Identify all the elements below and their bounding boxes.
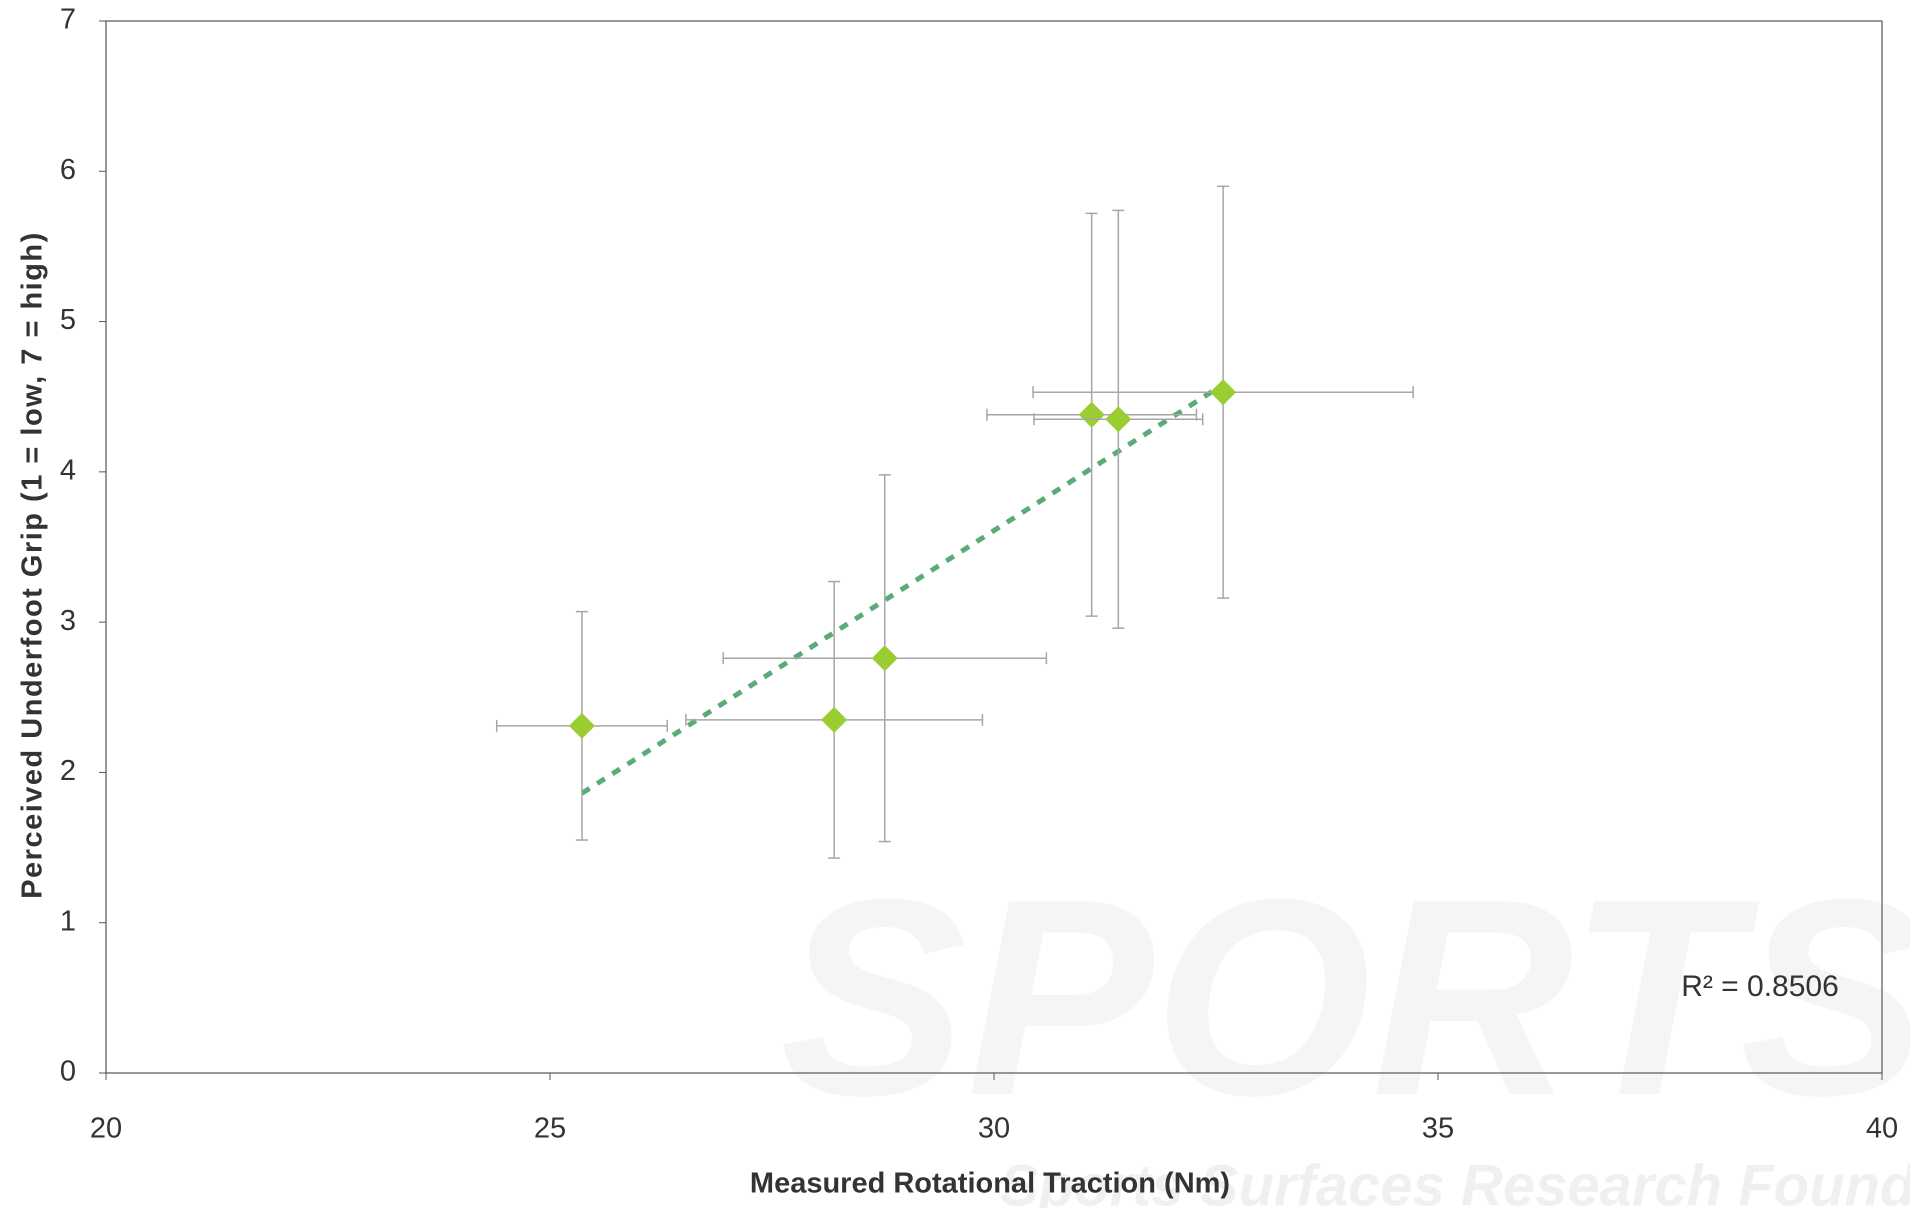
x-tick-label: 20 [90, 1113, 122, 1145]
point [1105, 406, 1131, 432]
chart: SPORTSURF Sports Surfaces Research Found… [0, 0, 1910, 1208]
x-tick-label: 25 [534, 1113, 566, 1145]
point [569, 713, 595, 739]
y-tick-label: 0 [60, 1056, 76, 1088]
point [872, 645, 898, 671]
y-tick-label: 7 [60, 4, 76, 36]
y-tick-label: 4 [60, 455, 76, 487]
point [1079, 402, 1105, 428]
y-tick-label: 2 [60, 755, 76, 787]
point [821, 707, 847, 733]
y-tick-label: 5 [60, 304, 76, 336]
x-tick-label: 35 [1422, 1113, 1454, 1145]
trendline [582, 385, 1223, 794]
point [1210, 379, 1236, 405]
y-tick-label: 6 [60, 154, 76, 186]
x-tick-label: 30 [978, 1113, 1010, 1145]
y-tick-label: 3 [60, 605, 76, 637]
r-squared: R² = 0.8506 [1681, 970, 1839, 1003]
x-axis-label: Measured Rotational Traction (Nm) [750, 1168, 1230, 1200]
y-axis-label: Perceived Underfoot Grip (1 = low, 7 = h… [17, 231, 49, 899]
x-tick-label: 40 [1866, 1113, 1898, 1145]
y-tick-label: 1 [60, 905, 76, 937]
